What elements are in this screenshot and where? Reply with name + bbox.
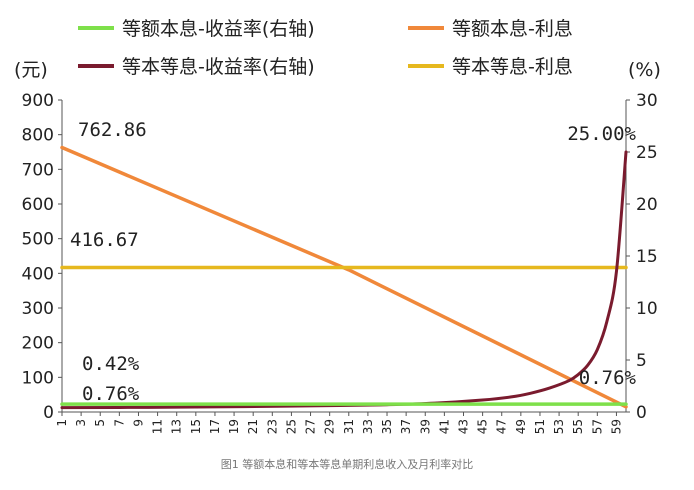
data-label: 762.86 bbox=[78, 119, 147, 141]
y-left-tick-label: 100 bbox=[22, 368, 54, 388]
legend-label: 等本等息-利息 bbox=[452, 56, 573, 78]
x-tick-label: 17 bbox=[208, 419, 222, 434]
y-right-tick-label: 30 bbox=[636, 91, 658, 111]
legend-label: 等额本息-利息 bbox=[452, 18, 573, 40]
x-tick-label: 59 bbox=[609, 419, 623, 434]
legend-label: 等本等息-收益率(右轴) bbox=[122, 56, 315, 78]
x-tick-label: 43 bbox=[456, 419, 470, 434]
data-label: 0.76% bbox=[579, 367, 637, 389]
y-right-tick-label: 10 bbox=[636, 299, 658, 319]
x-tick-label: 55 bbox=[571, 419, 585, 434]
y-left-tick-label: 600 bbox=[22, 195, 54, 215]
x-tick-label: 37 bbox=[399, 419, 413, 434]
x-tick-label: 11 bbox=[151, 419, 165, 434]
x-tick-label: 29 bbox=[323, 419, 337, 434]
data-label: 416.67 bbox=[70, 229, 139, 251]
x-tick-label: 3 bbox=[74, 419, 88, 427]
x-tick-label: 21 bbox=[246, 419, 260, 434]
data-label: 25.00% bbox=[567, 123, 636, 145]
x-tick-label: 27 bbox=[304, 419, 318, 434]
x-tick-label: 51 bbox=[533, 419, 547, 434]
x-tick-label: 25 bbox=[284, 419, 298, 434]
y-left-ticks: 0 100 200 300 400 500 600 700 800 900 bbox=[22, 91, 62, 423]
x-tick-label: 19 bbox=[227, 419, 241, 434]
y-right-tick-label: 20 bbox=[636, 195, 658, 215]
y-left-tick-label: 500 bbox=[22, 230, 54, 250]
x-tick-label: 23 bbox=[265, 419, 279, 434]
y-left-tick-label: 900 bbox=[22, 91, 54, 111]
x-tick-label: 41 bbox=[437, 419, 451, 434]
data-label: 0.76% bbox=[82, 383, 140, 405]
x-tick-label: 47 bbox=[495, 419, 509, 434]
series-line bbox=[60, 145, 628, 409]
y-left-tick-label: 800 bbox=[22, 126, 54, 146]
y-left-tick-label: 400 bbox=[22, 264, 54, 284]
y-left-tick-label: 300 bbox=[22, 299, 54, 319]
x-tick-label: 9 bbox=[131, 419, 145, 427]
y-right-tick-label: 0 bbox=[636, 403, 647, 423]
x-tick-label: 13 bbox=[170, 419, 184, 434]
x-tick-label: 1 bbox=[55, 419, 69, 427]
y-left-unit: (元) bbox=[14, 59, 48, 81]
x-tick-label: 57 bbox=[590, 419, 604, 434]
x-tick-label: 49 bbox=[514, 419, 528, 434]
x-ticks: 1 3 5 7 9 11 13 15 17 19 21 23 25 27 29 31 33 35 37 39 41 43 4… bbox=[55, 412, 623, 434]
x-tick-label: 53 bbox=[552, 419, 566, 434]
data-label: 0.42% bbox=[82, 353, 140, 375]
y-left-tick-label: 200 bbox=[22, 334, 54, 354]
series-lines bbox=[60, 145, 628, 410]
x-tick-label: 33 bbox=[361, 419, 375, 434]
x-tick-label: 45 bbox=[476, 419, 490, 434]
y-left-tick-label: 0 bbox=[43, 403, 54, 423]
y-right-ticks: 0 5 10 15 20 25 30 bbox=[626, 91, 658, 423]
y-right-tick-label: 15 bbox=[636, 247, 658, 267]
x-tick-label: 39 bbox=[418, 419, 432, 434]
x-tick-label: 35 bbox=[380, 419, 394, 434]
y-right-tick-label: 25 bbox=[636, 143, 658, 163]
annotations: 762.86 416.67 0.42% 0.76% 25.00% 0.76% bbox=[70, 119, 637, 405]
y-left-tick-label: 700 bbox=[22, 160, 54, 180]
x-tick-label: 31 bbox=[342, 419, 356, 434]
x-tick-label: 15 bbox=[189, 419, 203, 434]
y-right-tick-label: 5 bbox=[636, 351, 647, 371]
x-tick-label: 5 bbox=[93, 419, 107, 427]
legend-label: 等额本息-收益率(右轴) bbox=[122, 18, 315, 40]
series-line bbox=[60, 150, 628, 410]
x-tick-label: 7 bbox=[112, 419, 126, 427]
y-right-unit: (%) bbox=[628, 59, 661, 81]
figure-caption: 图1 等额本息和等本等息单期利息收入及月利率对比 bbox=[221, 457, 474, 471]
